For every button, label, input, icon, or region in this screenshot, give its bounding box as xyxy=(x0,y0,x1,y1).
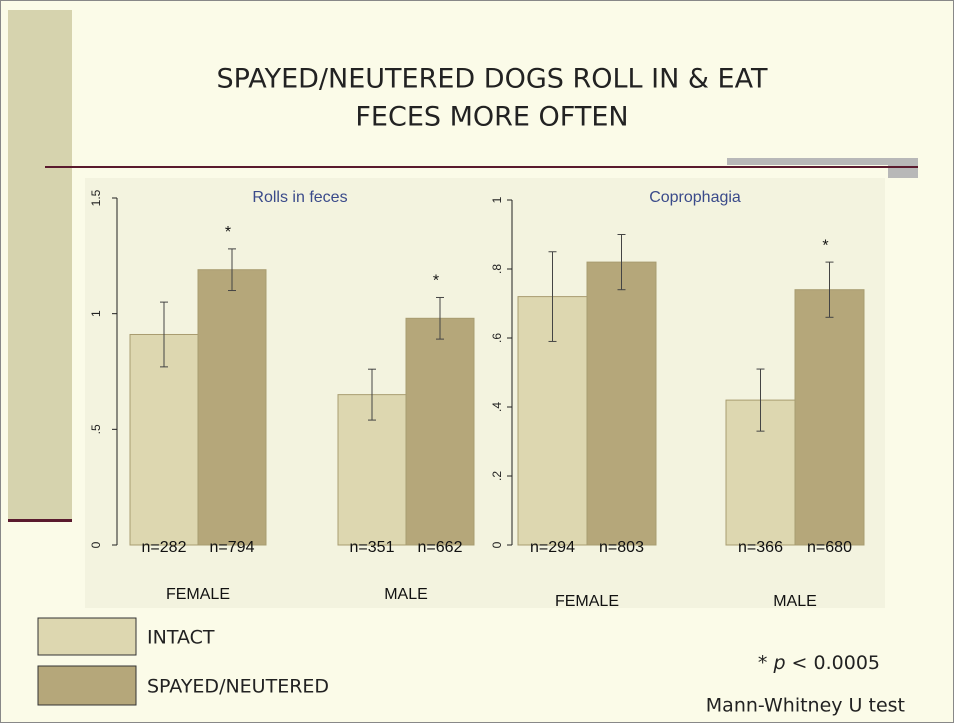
bar xyxy=(405,317,475,546)
footnote-symbol: p xyxy=(772,652,785,674)
gray-block xyxy=(888,165,918,178)
n-label: n=366 xyxy=(738,539,783,556)
bar xyxy=(794,289,865,546)
significance: * xyxy=(225,224,231,241)
y-tick-label: 1 xyxy=(89,310,103,317)
n-label: n=680 xyxy=(807,539,852,556)
y-tick-label: .6 xyxy=(490,333,504,343)
n-label: n=294 xyxy=(530,539,575,556)
title-rule xyxy=(45,166,918,168)
n-label: n=282 xyxy=(142,539,187,556)
x-tick-label: MALE xyxy=(773,593,817,610)
legend-swatch xyxy=(37,617,137,656)
y-tick-label: .5 xyxy=(89,424,103,434)
bar xyxy=(129,333,199,546)
n-label: n=351 xyxy=(350,539,395,556)
n-label: n=794 xyxy=(210,539,255,556)
side-bar xyxy=(8,10,72,521)
legend-swatch xyxy=(37,665,137,706)
slide-title: SPAYED/NEUTERED DOGS ROLL IN & EAT xyxy=(217,64,768,95)
side-line xyxy=(8,519,72,522)
y-tick-label: .2 xyxy=(490,471,504,481)
x-tick-label: MALE xyxy=(384,586,428,603)
legend-label: SPAYED/NEUTERED xyxy=(147,676,329,698)
slide-title: FECES MORE OFTEN xyxy=(355,102,628,133)
bar xyxy=(197,269,267,546)
bar xyxy=(586,261,657,546)
y-tick-label: 1 xyxy=(490,196,504,203)
test-name: Mann-Whitney U test xyxy=(706,695,905,717)
footnote: * p < 0.0005 xyxy=(758,652,880,674)
n-label: n=803 xyxy=(599,539,644,556)
chart-title: Rolls in feces xyxy=(252,189,347,206)
footnote-suffix: < 0.0005 xyxy=(786,652,880,674)
legend-label: INTACT xyxy=(147,627,215,649)
y-tick-label: 1.5 xyxy=(89,189,103,206)
significance: * xyxy=(822,237,828,254)
footnote-prefix: * xyxy=(758,652,774,674)
n-label: n=662 xyxy=(418,539,463,556)
significance: * xyxy=(433,273,439,290)
x-tick-label: FEMALE xyxy=(555,593,619,610)
chart-title: Coprophagia xyxy=(649,189,741,206)
gray-block xyxy=(727,158,918,165)
y-tick-label: .4 xyxy=(490,402,504,412)
y-tick-label: .8 xyxy=(490,264,504,274)
y-tick-label: 0 xyxy=(89,541,103,548)
x-tick-label: FEMALE xyxy=(166,586,230,603)
y-tick-label: 0 xyxy=(490,541,504,548)
